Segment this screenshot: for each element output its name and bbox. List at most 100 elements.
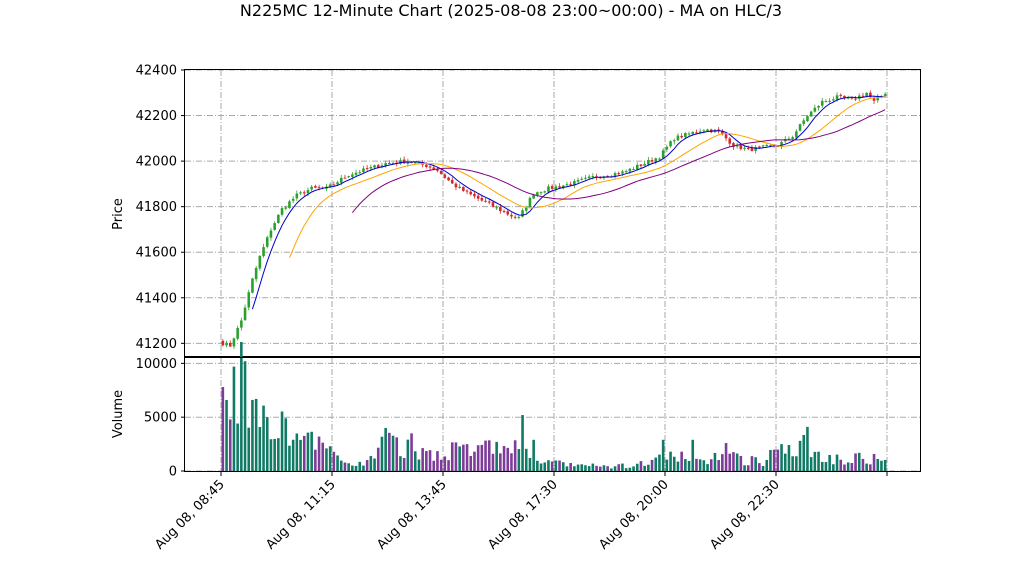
volume-bar (724, 443, 728, 471)
volume-bar (709, 459, 713, 471)
volume-axis-label: Volume (111, 390, 126, 438)
volume-bar (369, 456, 373, 471)
candle-body (288, 201, 291, 209)
volume-bar (288, 445, 291, 471)
volume-bar (717, 460, 720, 471)
volume-bar (299, 439, 302, 471)
candle-body (676, 135, 680, 141)
candle-body (454, 183, 458, 188)
volume-bar (565, 466, 569, 471)
candle-body (869, 92, 872, 98)
volume-bar (672, 456, 676, 471)
candle-body (643, 163, 646, 166)
volume-bar (569, 462, 572, 471)
volume-bar (621, 463, 624, 471)
volume-bar (554, 460, 558, 471)
volume-bar (354, 465, 358, 471)
candle-body (695, 132, 698, 134)
candle-body (388, 162, 391, 164)
volume-bar (388, 432, 391, 471)
volume-bar (280, 411, 284, 471)
volume-bar (510, 453, 513, 471)
volume-bar (643, 465, 646, 471)
volume-bar (647, 464, 650, 471)
volume-bar (251, 399, 254, 471)
candle-body (347, 176, 350, 178)
volume-bar (624, 468, 628, 471)
candle-body (698, 131, 702, 133)
candle-body (584, 177, 587, 179)
volume-bar (846, 462, 850, 471)
volume-bar (402, 457, 406, 471)
volume-bar (602, 465, 606, 471)
volume-tick-label: 10000 (136, 357, 177, 372)
price-tick-label: 41800 (136, 200, 177, 215)
volume-bar (351, 465, 354, 471)
volume-bar (491, 453, 495, 471)
volume-bar (332, 451, 336, 471)
volume-bar (806, 426, 809, 471)
volume-bar (265, 417, 269, 471)
candle-body (632, 169, 635, 171)
volume-bar (336, 455, 339, 471)
volume-bar (687, 460, 691, 471)
volume-bar (880, 460, 883, 471)
candle-body (861, 95, 865, 97)
candle-body (428, 166, 432, 168)
volume-bar (550, 461, 554, 471)
volume-bar (828, 454, 831, 471)
candle-body (273, 223, 276, 230)
x-axis: Aug 08, 08:45 Aug 08, 11:15 Aug 08, 13:45 A… (152, 471, 888, 553)
volume-bar (561, 462, 565, 471)
volume-bar (254, 398, 258, 471)
candle-body (865, 92, 868, 97)
candle-body (628, 168, 632, 172)
candle-body (506, 211, 510, 215)
volume-bar (791, 456, 794, 471)
price-tick-label: 42200 (136, 109, 177, 124)
candle-body (591, 175, 595, 178)
candle-body (225, 342, 228, 346)
volume-bar (476, 445, 480, 471)
candle-body (650, 160, 654, 162)
volume-bar (425, 451, 428, 471)
candle-body (824, 101, 828, 103)
x-tick-label: Aug 08, 20:00 (596, 477, 672, 553)
volume-bar (225, 399, 228, 471)
volume-bar (236, 423, 239, 471)
volume-bar (454, 442, 458, 471)
volume-bar (480, 444, 484, 471)
candle-body (554, 186, 558, 190)
price-tick-label: 42400 (136, 64, 177, 79)
volume-grid (185, 358, 920, 472)
candle-body (240, 320, 243, 328)
candle-body (439, 170, 443, 174)
candle-body (850, 97, 854, 99)
candle-body (458, 186, 461, 188)
candle-body (317, 187, 321, 189)
volume-bar (798, 440, 802, 471)
volume-bar (428, 450, 432, 471)
candle-body (843, 95, 846, 98)
candle-body (598, 177, 602, 179)
candle-body (473, 193, 476, 197)
x-tick-label: Aug 08, 13:45 (374, 477, 450, 553)
volume-bar (702, 460, 706, 471)
candle-body (236, 327, 239, 339)
volume-bar (395, 437, 399, 471)
candle-body (854, 98, 857, 100)
x-tick-label: Aug 08, 11:15 (263, 477, 339, 553)
volume-bar (462, 444, 465, 471)
volume-bar (883, 459, 887, 471)
volume-bar (499, 453, 502, 471)
volume-bar (698, 459, 702, 471)
candle-body (680, 135, 683, 138)
candle-body (658, 158, 661, 160)
candle-body (299, 192, 302, 194)
candle-body (343, 177, 347, 179)
volume-bar (399, 456, 402, 471)
price-panel-frame (184, 69, 921, 357)
candle-body (495, 207, 498, 209)
volume-bar (513, 440, 517, 471)
volume-bar (447, 460, 450, 471)
